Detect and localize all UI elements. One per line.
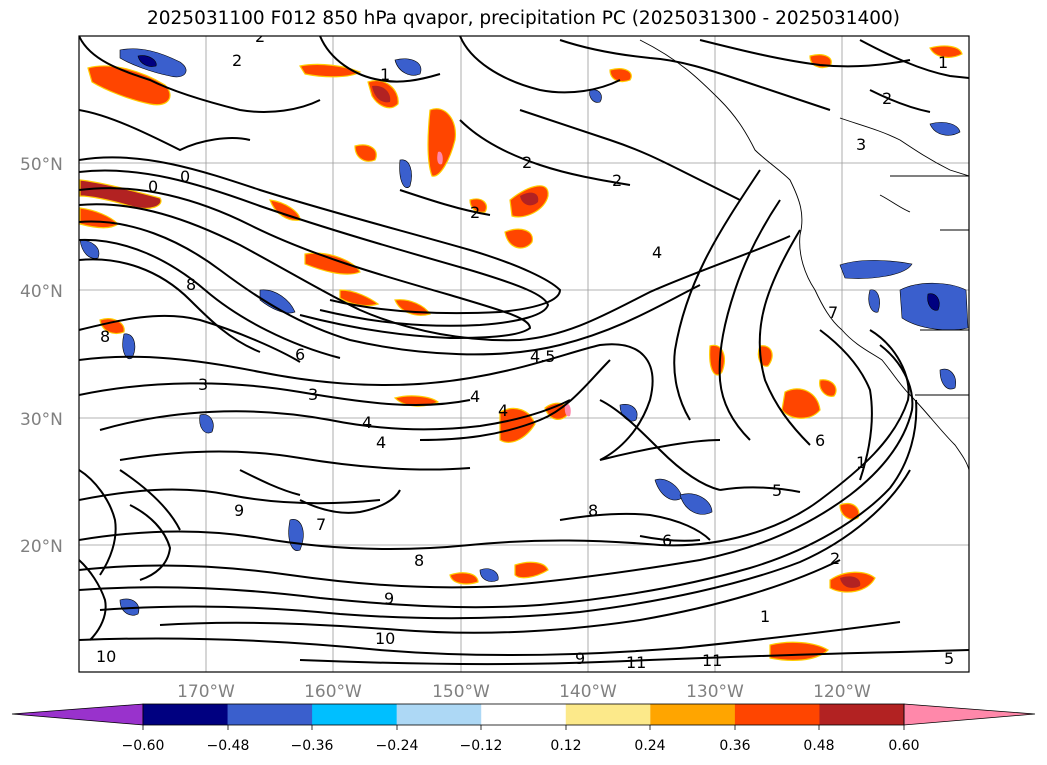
contour-label: 4 xyxy=(362,413,372,432)
contour-label: 8 xyxy=(100,327,110,346)
contour-label: 4 xyxy=(652,243,662,262)
map-content: 0 0 2 2 2 2 2 2 1 1 1 3 4 4 4 4 4.5 4 6 … xyxy=(79,27,969,672)
lon-label-160w: 160°W xyxy=(304,682,362,702)
contour-label: 2 xyxy=(232,51,242,70)
map-title: 2025031100 F012 850 hPa qvapor, precipit… xyxy=(147,8,900,29)
lat-label-30n: 30°N xyxy=(20,410,63,430)
contour-label: 2 xyxy=(470,203,480,222)
lat-label-50n: 50°N xyxy=(20,155,63,175)
coastline xyxy=(639,39,969,471)
contour-label: 0 xyxy=(180,167,190,186)
contour-label: 1 xyxy=(938,53,948,72)
colorbar-bins xyxy=(143,704,905,725)
lon-label-140w: 140°W xyxy=(559,682,617,702)
colorbar-tick: −0.48 xyxy=(207,738,250,754)
precip-patches-negative xyxy=(79,48,969,616)
colorbar-bin xyxy=(481,704,567,725)
contour-label: 2 xyxy=(522,153,532,172)
contour-label: 8 xyxy=(414,551,424,570)
contour-label: 2 xyxy=(612,171,622,190)
contour-label: 11 xyxy=(626,653,646,672)
colorbar-bin xyxy=(819,704,905,725)
contour-label: 5 xyxy=(944,649,954,668)
contour-label: 7 xyxy=(316,515,326,534)
contour-label: 3 xyxy=(198,375,208,394)
contour-label: 3 xyxy=(308,385,318,404)
contour-label: 11 xyxy=(702,651,722,670)
contour-label: 10 xyxy=(96,647,116,666)
contour-label: 9 xyxy=(384,589,394,608)
colorbar-bin xyxy=(396,704,482,725)
contour-label: 2 xyxy=(882,89,892,108)
lon-labels: 170°W 160°W 150°W 140°W 130°W 120°W xyxy=(177,682,871,702)
colorbar-outline xyxy=(142,703,905,726)
map-frame xyxy=(78,35,970,673)
contour-label: 6 xyxy=(815,431,825,450)
qvapor-contours xyxy=(79,36,969,666)
contour-label: 6 xyxy=(295,345,305,364)
contour-label: 2 xyxy=(255,27,265,46)
colorbar-over-triangle xyxy=(903,703,1036,726)
colorbar: −0.60 −0.48 −0.36 −0.24 −0.12 0.12 0.24 … xyxy=(11,703,1036,754)
contour-label: 1 xyxy=(856,453,866,472)
contour-label: 3 xyxy=(856,135,866,154)
contour-labels: 0 0 2 2 2 2 2 2 1 1 1 3 4 4 4 4 4.5 4 6 … xyxy=(96,27,954,672)
contour-label: 4.5 xyxy=(530,347,555,366)
lat-label-20n: 20°N xyxy=(20,537,63,557)
colorbar-tick: 0.12 xyxy=(550,738,581,754)
contour-label: 4 xyxy=(376,433,386,452)
colorbar-tick: 0.24 xyxy=(634,738,665,754)
colorbar-bin xyxy=(650,704,736,725)
colorbar-bin xyxy=(227,704,313,725)
contour-label: 8 xyxy=(588,501,598,520)
colorbar-bin xyxy=(143,704,229,725)
lat-label-40n: 40°N xyxy=(20,282,63,302)
colorbar-tick: −0.60 xyxy=(122,738,165,754)
contour-label: 8 xyxy=(186,275,196,294)
contour-label: 4 xyxy=(498,401,508,420)
lat-labels: 50°N 40°N 30°N 20°N xyxy=(20,155,63,557)
colorbar-tick: −0.36 xyxy=(291,738,334,754)
colorbar-bin xyxy=(312,704,398,725)
contour-label: 2 xyxy=(830,549,840,568)
colorbar-tick: −0.24 xyxy=(376,738,419,754)
lon-label-130w: 130°W xyxy=(686,682,744,702)
lon-label-150w: 150°W xyxy=(432,682,490,702)
contour-label: 6 xyxy=(662,531,672,550)
colorbar-bin xyxy=(565,704,651,725)
colorbar-tick: 0.36 xyxy=(719,738,750,754)
colorbar-under-triangle xyxy=(11,703,144,726)
colorbar-tick: 0.60 xyxy=(888,738,919,754)
contour-label: 4 xyxy=(470,387,480,406)
contour-label: 9 xyxy=(575,649,585,668)
contour-label: 7 xyxy=(828,303,838,322)
contour-label: 1 xyxy=(380,65,390,84)
contour-label: 1 xyxy=(760,607,770,626)
contour-label: 0 xyxy=(148,177,158,196)
precip-patches-strong xyxy=(372,85,861,588)
colorbar-tick: −0.12 xyxy=(460,738,503,754)
lon-label-120w: 120°W xyxy=(813,682,871,702)
lon-label-170w: 170°W xyxy=(177,682,235,702)
colorbar-tick: 0.48 xyxy=(803,738,834,754)
contour-label: 5 xyxy=(772,481,782,500)
contour-label: 9 xyxy=(234,501,244,520)
contour-label: 10 xyxy=(375,629,395,648)
colorbar-bin xyxy=(734,704,820,725)
